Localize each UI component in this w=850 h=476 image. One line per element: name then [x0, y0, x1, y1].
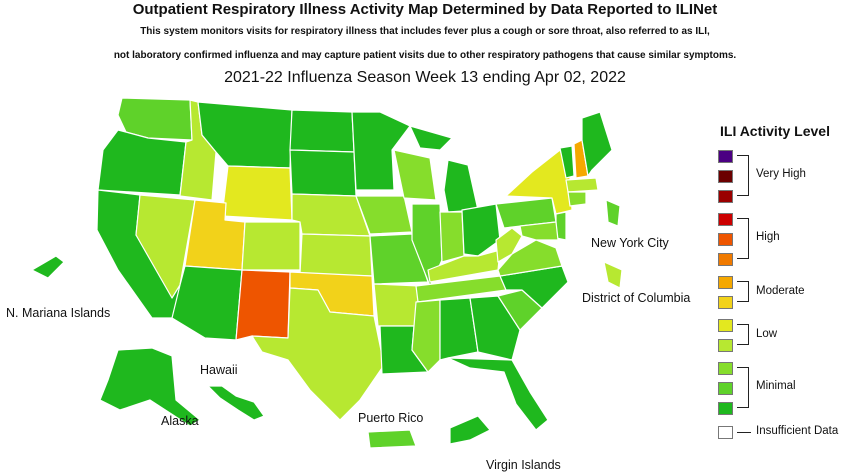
- state-mn[interactable]: [351, 111, 411, 191]
- map-subtitle-line2: not laboratory confirmed influenza and m…: [113, 50, 737, 61]
- legend-swatch-high-2: [718, 233, 733, 246]
- legend-label-minimal: Minimal: [756, 380, 796, 392]
- territory-mp[interactable]: [31, 255, 65, 279]
- legend-bracket-low: [737, 324, 749, 345]
- state-vt[interactable]: [559, 145, 575, 179]
- state-wi[interactable]: [393, 149, 437, 201]
- legend-swatch-low-1: [718, 339, 733, 352]
- legend-label-insufficient: Insufficient Data: [756, 425, 839, 437]
- state-nv[interactable]: [135, 194, 196, 299]
- state-ct[interactable]: [567, 191, 587, 207]
- legend-swatch-high-3: [718, 213, 733, 226]
- legend-swatch-insufficient: [718, 426, 733, 439]
- legend-swatch-high-1: [718, 253, 733, 266]
- state-mi-upper[interactable]: [409, 125, 453, 151]
- label-alaska: Alaska: [161, 414, 199, 428]
- state-al[interactable]: [439, 297, 479, 361]
- state-co[interactable]: [241, 221, 301, 271]
- state-mi[interactable]: [443, 159, 479, 213]
- city-nyc[interactable]: [605, 199, 621, 227]
- legend-swatch-very-high-2: [718, 170, 733, 183]
- state-ma[interactable]: [565, 177, 599, 193]
- state-ar[interactable]: [373, 283, 421, 327]
- legend-tick-insufficient: [737, 432, 751, 433]
- state-wv[interactable]: [495, 227, 523, 263]
- state-tx[interactable]: [251, 287, 385, 421]
- legend-swatch-minimal-2: [718, 382, 733, 395]
- legend-bracket-minimal: [737, 367, 749, 408]
- label-district-of-columbia: District of Columbia: [582, 291, 691, 305]
- state-me[interactable]: [581, 111, 613, 177]
- state-fl[interactable]: [447, 357, 549, 431]
- label-n-mariana-islands: N. Mariana Islands: [6, 306, 111, 320]
- map-subtitle-line1: This system monitors visits for respirat…: [140, 26, 710, 37]
- label-puerto-rico: Puerto Rico: [358, 411, 424, 425]
- label-new-york-city: New York City: [591, 236, 669, 250]
- legend-bracket-very-high: [737, 155, 749, 196]
- legend-swatch-minimal-3: [718, 362, 733, 375]
- state-oh[interactable]: [461, 203, 501, 257]
- legend-bracket-moderate: [737, 281, 749, 302]
- legend-swatch-very-high-1: [718, 190, 733, 203]
- state-wy[interactable]: [221, 165, 293, 221]
- state-ms[interactable]: [411, 299, 441, 373]
- state-hi[interactable]: [207, 385, 265, 421]
- map-title: Outpatient Respiratory Illness Activity …: [132, 1, 718, 18]
- state-ak[interactable]: [99, 347, 201, 427]
- state-md[interactable]: [519, 221, 559, 241]
- legend-swatch-moderate-2: [718, 276, 733, 289]
- legend-label-very-high: Very High: [756, 168, 806, 180]
- legend-swatch-moderate-1: [718, 296, 733, 309]
- legend-title: ILI Activity Level: [720, 123, 830, 139]
- legend-swatch-very-high-3: [718, 150, 733, 163]
- state-or[interactable]: [97, 129, 187, 196]
- legend-swatch-minimal-1: [718, 402, 733, 415]
- legend-label-moderate: Moderate: [756, 285, 805, 297]
- state-ga[interactable]: [469, 295, 521, 361]
- season-week-heading: 2021-22 Influenza Season Week 13 ending …: [224, 69, 626, 86]
- label-hawaii: Hawaii: [200, 363, 238, 377]
- state-in[interactable]: [439, 211, 465, 263]
- legend-bracket-high: [737, 218, 749, 259]
- state-nm[interactable]: [235, 269, 291, 341]
- legend-swatch-low-2: [718, 319, 733, 332]
- label-virgin-islands: Virgin Islands: [486, 458, 561, 472]
- city-dc[interactable]: [603, 261, 623, 289]
- state-ks[interactable]: [299, 233, 373, 277]
- state-nd[interactable]: [289, 109, 355, 153]
- state-az[interactable]: [171, 265, 243, 341]
- state-sd[interactable]: [289, 149, 357, 197]
- legend-label-low: Low: [756, 328, 778, 340]
- territory-vi[interactable]: [449, 415, 491, 445]
- legend-label-high: High: [756, 231, 780, 243]
- territory-pr[interactable]: [367, 429, 417, 449]
